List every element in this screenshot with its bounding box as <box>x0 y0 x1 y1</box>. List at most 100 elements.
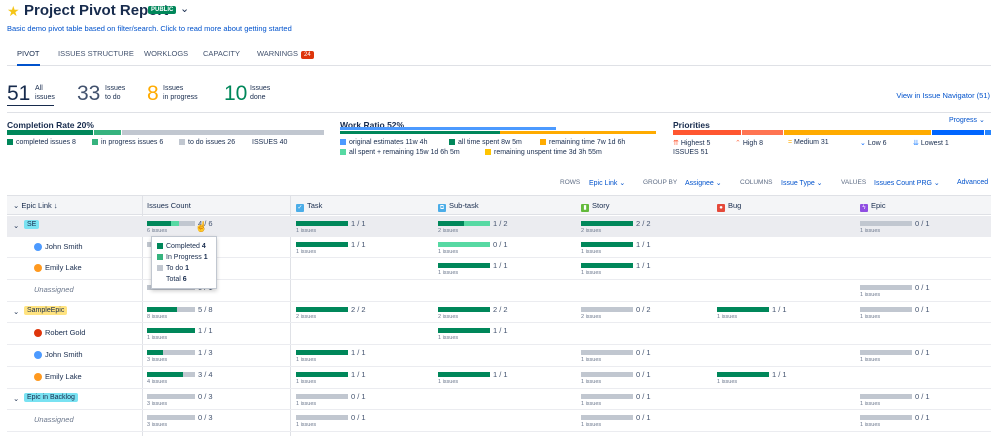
progress-value[interactable]: 1 / 1 <box>772 370 787 379</box>
group-by-dropdown[interactable]: Assignee ⌄ <box>685 180 722 187</box>
progress-value[interactable]: 0 / 1 <box>351 413 366 422</box>
progress-bar[interactable] <box>581 372 633 377</box>
progress-value[interactable]: 0 / 1 <box>915 219 930 228</box>
tab-worklogs[interactable]: WORKLOGS <box>144 49 189 58</box>
epic-tag[interactable]: Epic in Backlog <box>24 393 78 402</box>
chevron-down-icon[interactable]: ⌄ <box>180 3 190 15</box>
favorite-star-icon[interactable]: ★ <box>7 3 20 19</box>
progress-value[interactable]: 0 / 1 <box>636 392 651 401</box>
progress-bar[interactable] <box>296 307 348 312</box>
progress-value[interactable]: 1 / 1 <box>351 240 366 249</box>
progress-value[interactable]: 2 / 2 <box>493 305 508 314</box>
table-row[interactable] <box>7 345 991 367</box>
progress-value[interactable]: 4 / 6 <box>198 219 213 228</box>
progress-value[interactable]: 0 / 1 <box>636 370 651 379</box>
progress-bar[interactable] <box>296 394 348 399</box>
progress-value[interactable]: 0 / 1 <box>915 392 930 401</box>
priorities-dropdown[interactable]: Progress ⌄ <box>949 117 985 124</box>
progress-value[interactable]: 0 / 1 <box>915 305 930 314</box>
progress-bar[interactable] <box>147 307 195 312</box>
progress-bar[interactable] <box>581 221 633 226</box>
tab-pivot[interactable]: PIVOT <box>17 49 40 66</box>
expand-chevron-icon[interactable]: ⌄ <box>13 221 20 230</box>
progress-bar[interactable] <box>296 350 348 355</box>
advanced-link[interactable]: Advanced <box>957 179 989 186</box>
expand-chevron-icon[interactable]: ⌄ <box>13 394 20 403</box>
progress-bar[interactable] <box>860 307 912 312</box>
progress-value[interactable]: 0 / 1 <box>636 413 651 422</box>
table-row[interactable] <box>7 237 991 258</box>
progress-bar[interactable] <box>296 242 348 247</box>
tab-warnings[interactable]: WARNINGS 24 <box>257 49 314 66</box>
progress-bar[interactable] <box>860 415 912 420</box>
progress-value[interactable]: 1 / 1 <box>772 305 787 314</box>
progress-bar[interactable] <box>147 221 195 226</box>
progress-value[interactable]: 1 / 1 <box>636 261 651 270</box>
progress-bar[interactable] <box>717 372 769 377</box>
progress-value[interactable]: 1 / 2 <box>493 219 508 228</box>
progress-bar[interactable] <box>147 372 195 377</box>
progress-bar[interactable] <box>296 372 348 377</box>
progress-value[interactable]: 1 / 1 <box>198 326 213 335</box>
table-row[interactable] <box>7 302 991 323</box>
progress-bar[interactable] <box>438 307 490 312</box>
progress-bar[interactable] <box>581 350 633 355</box>
epic-link-header[interactable]: ⌄ Epic Link ↓ <box>13 201 58 210</box>
epic-tag[interactable]: SampleEpic <box>24 306 68 315</box>
progress-value[interactable]: 1 / 3 <box>198 348 213 357</box>
progress-bar[interactable] <box>438 221 490 226</box>
columns-dropdown[interactable]: Issue Type ⌄ <box>781 180 823 187</box>
progress-value[interactable]: 3 / 4 <box>198 370 213 379</box>
expand-chevron-icon[interactable]: ⌄ <box>13 307 20 316</box>
progress-bar[interactable] <box>147 415 195 420</box>
subtitle-link[interactable]: Basic demo pivot table based on filter/s… <box>7 24 292 33</box>
values-dropdown[interactable]: Issues Count PRG ⌄ <box>874 180 940 187</box>
progress-value[interactable]: 0 / 1 <box>915 348 930 357</box>
progress-bar[interactable] <box>147 394 195 399</box>
progress-bar[interactable] <box>581 242 633 247</box>
table-row[interactable] <box>7 216 991 237</box>
table-row[interactable] <box>7 389 991 410</box>
table-row[interactable] <box>7 367 991 389</box>
tab-issues-structure[interactable]: ISSUES STRUCTURE <box>58 49 134 58</box>
progress-bar[interactable] <box>438 372 490 377</box>
progress-bar[interactable] <box>438 242 490 247</box>
progress-value[interactable]: 1 / 1 <box>351 348 366 357</box>
progress-bar[interactable] <box>438 263 490 268</box>
progress-bar[interactable] <box>296 221 348 226</box>
progress-value[interactable]: 1 / 1 <box>636 240 651 249</box>
progress-bar[interactable] <box>860 350 912 355</box>
progress-value[interactable]: 2 / 2 <box>351 305 366 314</box>
progress-bar[interactable] <box>438 328 490 333</box>
progress-value[interactable]: 0 / 1 <box>636 348 651 357</box>
progress-value[interactable]: 0 / 1 <box>351 392 366 401</box>
progress-bar[interactable] <box>581 263 633 268</box>
progress-value[interactable]: 1 / 1 <box>351 219 366 228</box>
progress-value[interactable]: 0 / 1 <box>915 283 930 292</box>
progress-bar[interactable] <box>581 307 633 312</box>
table-row[interactable] <box>7 410 991 432</box>
table-row[interactable] <box>7 258 991 280</box>
epic-tag[interactable]: SE <box>24 220 40 229</box>
progress-value[interactable]: 0 / 3 <box>198 392 213 401</box>
progress-bar[interactable] <box>147 328 195 333</box>
progress-value[interactable]: 0 / 3 <box>198 413 213 422</box>
progress-value[interactable]: 1 / 1 <box>493 370 508 379</box>
table-row[interactable] <box>7 323 991 345</box>
progress-bar[interactable] <box>581 394 633 399</box>
collapse-all-icon[interactable]: ⌄ <box>13 201 22 210</box>
progress-bar[interactable] <box>717 307 769 312</box>
progress-value[interactable]: 1 / 1 <box>493 261 508 270</box>
tab-capacity[interactable]: CAPACITY <box>203 49 240 58</box>
rows-dropdown[interactable]: Epic Link ⌄ <box>589 180 626 187</box>
progress-value[interactable]: 0 / 1 <box>493 240 508 249</box>
progress-value[interactable]: 0 / 2 <box>636 305 651 314</box>
progress-bar[interactable] <box>296 415 348 420</box>
issue-navigator-link[interactable]: View in Issue Navigator (51) <box>896 91 990 100</box>
progress-value[interactable]: 1 / 1 <box>493 326 508 335</box>
progress-bar[interactable] <box>581 415 633 420</box>
progress-bar[interactable] <box>860 285 912 290</box>
progress-bar[interactable] <box>860 221 912 226</box>
table-row[interactable] <box>7 280 991 302</box>
progress-value[interactable]: 5 / 8 <box>198 305 213 314</box>
